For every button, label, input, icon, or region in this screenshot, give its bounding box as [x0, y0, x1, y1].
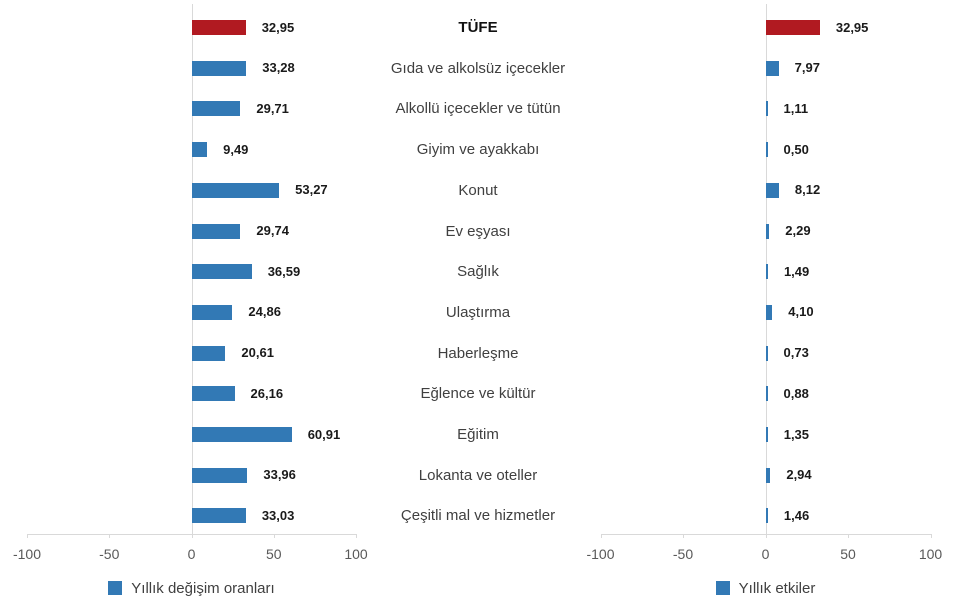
bar	[191, 60, 247, 76]
legend-swatch-icon	[715, 581, 730, 595]
category-label: Ev eşyası	[445, 222, 511, 240]
bar-value-label: 33,03	[261, 507, 295, 523]
bar	[191, 20, 246, 35]
category-label: TÜFE	[458, 19, 498, 36]
bar	[191, 182, 280, 198]
bar-value-label: 33,96	[263, 467, 296, 483]
legend-label: Yıllık değişim oranları	[131, 579, 275, 597]
bar	[191, 467, 248, 483]
x-axis-tick-label: -100	[586, 546, 615, 562]
bar-value-label: 1,35	[783, 426, 810, 442]
bar	[765, 304, 773, 320]
bar	[191, 101, 241, 117]
bar-value-label: 33,28	[262, 60, 295, 76]
x-axis-tick-label: -50	[99, 546, 120, 562]
bar	[191, 345, 226, 361]
x-axis-tick-label: -100	[12, 546, 42, 562]
bar	[191, 508, 246, 524]
bar-value-label: 29,71	[256, 100, 289, 116]
x-axis-tick-label: 0	[761, 546, 770, 562]
category-label: Eğlence ve kültür	[420, 385, 536, 403]
bar	[765, 182, 779, 198]
category-label: Eğitim	[457, 426, 499, 443]
x-axis-tick	[191, 534, 193, 538]
bar-value-label: 53,27	[295, 182, 328, 198]
category-label: Alkollü içecekler ve tütün	[395, 100, 561, 118]
x-axis-tick	[109, 534, 111, 538]
x-axis-tick	[356, 534, 357, 538]
category-label: Sağlık	[457, 263, 499, 281]
bar-value-label: 0,88	[783, 385, 809, 401]
bar	[765, 223, 770, 239]
legend-label: Yıllık etkiler	[738, 579, 816, 597]
bar	[191, 427, 292, 442]
bar-value-label: 32,95	[261, 19, 295, 35]
bar-value-label: 9,49	[223, 141, 249, 157]
bar-value-label: 1,49	[783, 263, 810, 279]
bar-value-label: 26,16	[250, 385, 284, 401]
legend-swatch-icon	[108, 581, 123, 595]
bar	[765, 264, 768, 280]
bar-value-label: 0,73	[783, 345, 809, 361]
x-axis-tick	[765, 534, 767, 538]
category-label: Ulaştırma	[445, 303, 511, 321]
bar	[765, 101, 768, 117]
bar-value-label: 60,91	[307, 426, 341, 442]
category-label: Gıda ve alkolsüz içecekler	[390, 59, 566, 77]
x-axis-tick-label: 50	[265, 546, 282, 562]
bar	[765, 345, 768, 361]
bar	[765, 467, 771, 483]
x-axis-tick	[848, 534, 849, 538]
x-axis-tick-label: 100	[918, 546, 943, 562]
bar-value-label: 8,12	[794, 182, 821, 198]
x-axis-tick	[600, 534, 602, 538]
x-axis-tick-label: 50	[840, 546, 856, 562]
category-label: Çeşitli mal ve hizmetler	[400, 507, 556, 525]
bar	[191, 223, 241, 239]
bar	[765, 386, 768, 402]
bar-value-label: 24,86	[248, 304, 281, 320]
category-label: Haberleşme	[437, 344, 519, 362]
bar	[765, 508, 768, 524]
category-label: Lokanta ve oteller	[418, 466, 538, 484]
bar	[765, 142, 768, 158]
legend-annual-change: Yıllık değişim oranları	[32, 578, 352, 598]
bar-value-label: 20,61	[241, 345, 274, 361]
bar-value-label: 1,46	[783, 507, 810, 523]
bar-value-label: 0,50	[783, 141, 809, 157]
bar-value-label: 4,10	[788, 304, 814, 320]
x-axis-tick	[273, 534, 275, 538]
bar-value-label: 2,94	[786, 467, 812, 483]
category-label: Konut	[458, 181, 498, 199]
bar-value-label: 29,74	[256, 223, 289, 238]
bar	[191, 264, 252, 280]
x-axis-tick	[27, 534, 28, 538]
bar	[191, 142, 208, 158]
bar	[765, 427, 768, 442]
bar-value-label: 32,95	[835, 19, 869, 35]
x-axis-tick	[683, 534, 684, 538]
bar	[191, 386, 235, 402]
category-label: Giyim ve ayakkabı	[416, 141, 540, 159]
bar-value-label: 7,97	[794, 60, 820, 76]
x-axis-tick-label: -50	[672, 546, 694, 562]
bar	[191, 304, 233, 320]
bar-value-label: 1,11	[783, 100, 809, 116]
legend-annual-effects: Yıllık etkiler	[606, 578, 926, 598]
bar-value-label: 2,29	[785, 223, 811, 238]
bar	[765, 60, 779, 76]
x-axis-tick-label: 0	[187, 546, 196, 562]
bar-value-label: 36,59	[267, 263, 301, 279]
bar	[765, 20, 820, 35]
x-axis-tick-label: 100	[344, 546, 368, 562]
x-axis-tick	[930, 534, 932, 538]
